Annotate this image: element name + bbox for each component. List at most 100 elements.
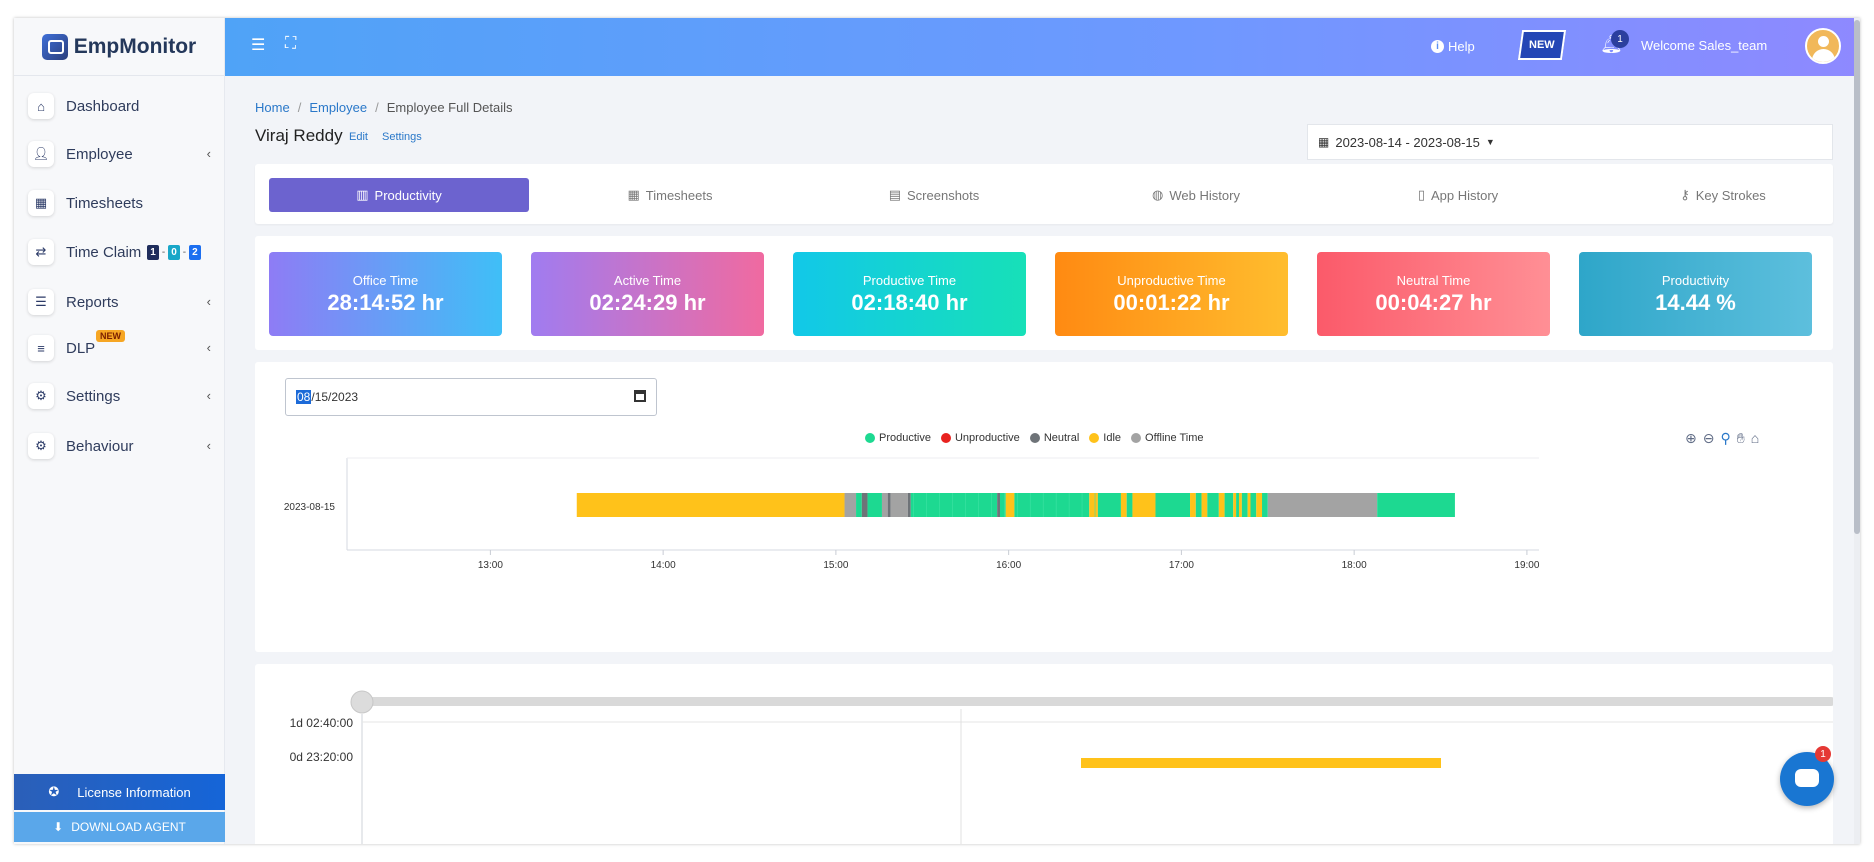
stat-card-active-time: Active Time 02:24:29 hr	[531, 252, 764, 336]
timeline-segment-productive[interactable]	[1224, 493, 1234, 517]
timeline-segment-neutral[interactable]	[997, 493, 1001, 517]
timeline-segment-neutral[interactable]	[887, 493, 891, 517]
sliders-icon: ≡	[28, 335, 54, 361]
timeline-segment-productive[interactable]	[910, 493, 998, 517]
timeline-segment-productive[interactable]	[1236, 493, 1239, 517]
chart-legend: Productive Unproductive Neutral Idle Offline…	[865, 432, 1204, 444]
legend-item[interactable]: Idle	[1089, 432, 1121, 444]
sidebar-item-time-claim[interactable]: ⇄ Time Claim 1-0-2	[14, 228, 225, 276]
timeline-segment-productive[interactable]	[867, 493, 882, 517]
calendar-icon: ▦	[28, 190, 54, 216]
zoom-out-icon[interactable]: ⊖	[1702, 430, 1715, 446]
timeline-segment-productive[interactable]	[1207, 493, 1219, 517]
legend-item[interactable]: Neutral	[1029, 432, 1079, 444]
timeline-segment-idle[interactable]	[1190, 493, 1196, 517]
timeline-segment-idle[interactable]	[1238, 493, 1242, 517]
timeline-segment-idle[interactable]	[1247, 493, 1251, 517]
avatar[interactable]	[1805, 28, 1841, 64]
chart-toolbar: ⊕ ⊖ ⚲ ✋︎ ⌂	[1685, 430, 1759, 447]
timeline-segment-offline-time[interactable]	[890, 493, 908, 517]
x-tick-label: 16:00	[996, 560, 1021, 571]
timeline-segment-productive[interactable]	[1000, 493, 1006, 517]
timeline-segment-productive[interactable]	[1155, 493, 1191, 517]
timeline-segment-neutral[interactable]	[907, 493, 911, 517]
tab-timesheets[interactable]: ▦ Timesheets	[540, 178, 800, 212]
help-link[interactable]: i Help	[1431, 39, 1475, 54]
legend-item[interactable]: Offline Time	[1131, 432, 1204, 444]
download-agent-button[interactable]: ⬇ DOWNLOAD AGENT	[14, 812, 225, 842]
timeline-segment-idle[interactable]	[1120, 493, 1127, 517]
timeline-segment-productive[interactable]	[1250, 493, 1257, 517]
tab-web-history[interactable]: ◍ Web History	[1066, 178, 1326, 212]
edit-link[interactable]: Edit	[349, 131, 368, 143]
timeline-segment-productive[interactable]	[856, 493, 862, 517]
date-month-selected: 08	[296, 390, 312, 404]
scrollbar-thumb[interactable]	[1854, 20, 1860, 534]
timeline-segment-neutral[interactable]	[861, 493, 868, 517]
sidebar-item-timesheets[interactable]: ▦ Timesheets	[14, 179, 225, 227]
user-gear-icon: ⚙	[28, 433, 54, 459]
breadcrumb-employee[interactable]: Employee	[309, 100, 368, 115]
timeline-segment-productive[interactable]	[1097, 493, 1121, 517]
timeline-segment-productive[interactable]	[1241, 493, 1248, 517]
logo[interactable]: EmpMonitor	[14, 18, 224, 76]
sidebar-item-label: Time Claim	[66, 243, 142, 261]
menu-toggle-icon[interactable]: ☰	[251, 37, 266, 54]
legend-item[interactable]: Productive	[865, 432, 931, 444]
stat-value: 28:14:52 hr	[327, 289, 444, 315]
sidebar-item-dashboard[interactable]: ⌂ Dashboard	[14, 82, 225, 130]
legend-swatch	[1131, 433, 1142, 443]
settings-link[interactable]: Settings	[382, 131, 422, 143]
help-label: Help	[1448, 39, 1475, 54]
timeline-segment-offline-time[interactable]	[844, 493, 857, 517]
legend-item[interactable]: Unproductive	[940, 432, 1020, 444]
zoom-in-icon[interactable]: ⊕	[1685, 430, 1697, 446]
images-icon: ▤	[888, 187, 902, 202]
sidebar-item-reports[interactable]: ☰ Reports ‹	[14, 278, 225, 326]
range-slider-handle[interactable]	[350, 690, 374, 714]
tab-productivity[interactable]: ▥ Productivity	[269, 178, 529, 212]
timeline-segment-productive[interactable]	[1014, 493, 1090, 517]
timeline-segment-productive[interactable]	[1126, 493, 1133, 517]
timeline-segment-productive[interactable]	[1195, 493, 1202, 517]
pan-hand-icon[interactable]: ✋︎	[1736, 430, 1745, 446]
time-claim-badges: 1-0-2	[147, 244, 201, 260]
time-claim-count: 2	[189, 244, 201, 260]
lower-chart: 1d 02:40:00 0d 23:20:00	[290, 690, 1835, 844]
date-input[interactable]: 08/15/2023	[285, 378, 657, 416]
magnifier-icon[interactable]: ⚲	[1720, 430, 1731, 446]
timeline-segment-idle[interactable]	[1132, 493, 1156, 517]
sidebar-item-behaviour[interactable]: ⚙ Behaviour ‹	[14, 422, 225, 470]
stat-label: Neutral Time	[1396, 272, 1471, 288]
timeline-segment-offline-time[interactable]	[1267, 493, 1378, 517]
timeline-segment-idle[interactable]	[1218, 493, 1225, 517]
calendar-picker-icon[interactable]	[634, 390, 646, 402]
timeline-segment-idle[interactable]	[1233, 493, 1237, 517]
x-tick-label: 17:00	[1169, 560, 1194, 571]
sidebar-item-dlp[interactable]: ≡ DLP NEW ‹	[14, 324, 225, 372]
license-information-button[interactable]: ✪ License Information	[14, 774, 225, 810]
timeline-segment-idle[interactable]	[576, 493, 845, 517]
stat-card-neutral-time: Neutral Time 00:04:27 hr	[1317, 252, 1550, 336]
sidebar-item-employee[interactable]: 👤︎ Employee ‹	[14, 130, 225, 178]
reset-home-icon[interactable]: ⌂	[1750, 430, 1760, 446]
timeline-segment-idle[interactable]	[1256, 493, 1263, 517]
timeline-segment-productive[interactable]	[1262, 493, 1268, 517]
timeline-segment-idle[interactable]	[1005, 493, 1015, 517]
tab-app-history[interactable]: ▯ App History	[1328, 178, 1588, 212]
range-slider-track[interactable]	[365, 697, 1835, 706]
new-badge[interactable]: NEW	[1517, 30, 1567, 60]
fullscreen-icon[interactable]: ⛶	[285, 35, 297, 52]
tab-screenshots[interactable]: ▤ Screenshots	[804, 178, 1064, 212]
main-content: Home / Employee / Employee Full Details …	[225, 76, 1860, 844]
sidebar-item-settings[interactable]: ⚙ Settings ‹	[14, 372, 225, 420]
timeline-segment-idle[interactable]	[1201, 493, 1208, 517]
date-range-picker[interactable]: ▦ 2023-08-14 - 2023-08-15 ▼	[1307, 124, 1833, 160]
tab-key-strokes[interactable]: ⚷ Key Strokes	[1593, 178, 1853, 212]
date-range-value: 2023-08-14 - 2023-08-15	[1335, 134, 1480, 150]
timeline-segment-productive[interactable]	[1377, 493, 1455, 517]
timeline-segment-offline-time[interactable]	[881, 493, 888, 517]
sidebar-item-label: DLP	[66, 339, 96, 357]
timeline-segment-idle[interactable]	[1089, 493, 1098, 517]
breadcrumb-home[interactable]: Home	[255, 100, 290, 115]
